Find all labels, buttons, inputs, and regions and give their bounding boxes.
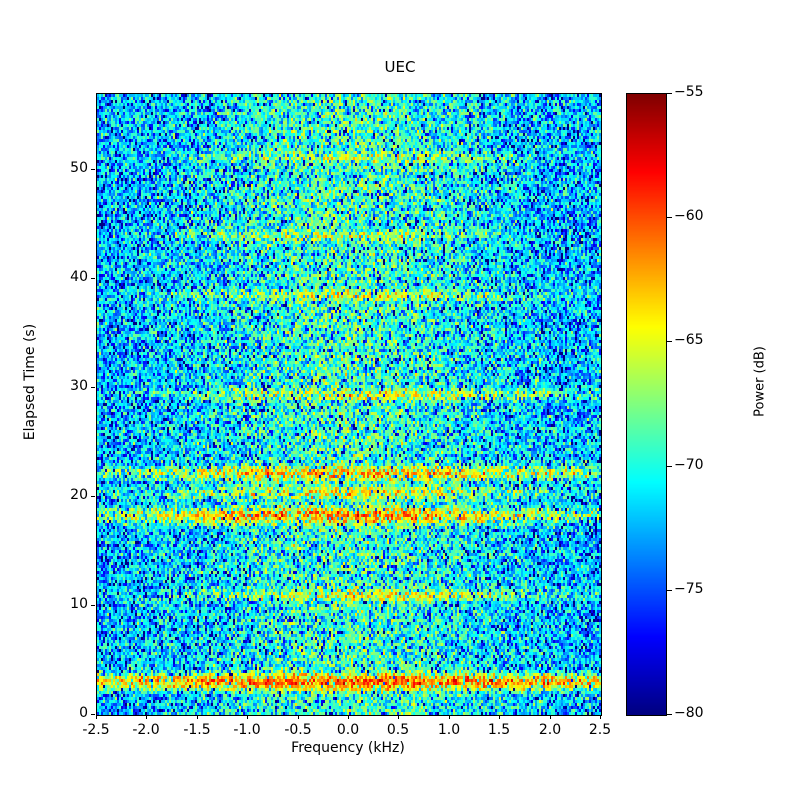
y-axis-label: Elapsed Time (s) <box>22 323 38 441</box>
y-tick-mark <box>91 387 95 388</box>
colorbar-tick-label: −55 <box>674 84 704 100</box>
x-tick-mark <box>398 715 399 719</box>
x-tick-label: -1.0 <box>233 722 261 738</box>
x-tick-label: -2.5 <box>82 722 110 738</box>
x-tick-mark <box>348 715 349 719</box>
colorbar-tick-mark <box>667 341 672 342</box>
colorbar-tick-label: −70 <box>674 457 704 473</box>
y-tick-mark <box>91 278 95 279</box>
y-tick-mark <box>91 605 95 606</box>
colorbar <box>626 93 667 716</box>
x-tick-mark <box>550 715 551 719</box>
x-tick-label: 0.5 <box>386 722 410 738</box>
x-tick-mark <box>449 715 450 719</box>
x-tick-label: 2.5 <box>588 722 612 738</box>
x-tick-label: 2.0 <box>538 722 562 738</box>
x-tick-mark <box>600 715 601 719</box>
colorbar-tick-mark <box>667 466 672 467</box>
x-tick-mark <box>499 715 500 719</box>
y-tick-mark <box>91 496 95 497</box>
colorbar-tick-label: −80 <box>674 705 704 721</box>
spectrogram-axes <box>96 93 602 716</box>
y-tick-label: 40 <box>70 269 88 285</box>
colorbar-tick-mark <box>667 714 672 715</box>
colorbar-tick-mark <box>667 93 672 94</box>
x-tick-label: -2.0 <box>132 722 160 738</box>
y-tick-mark <box>91 714 95 715</box>
y-tick-label: 0 <box>79 705 88 721</box>
colorbar-label: Power (dB) <box>752 346 768 417</box>
colorbar-tick-mark <box>667 590 672 591</box>
y-tick-label: 10 <box>70 596 88 612</box>
x-tick-label: 1.5 <box>487 722 511 738</box>
x-tick-mark <box>146 715 147 719</box>
x-tick-label: -1.5 <box>183 722 211 738</box>
y-tick-mark <box>91 169 95 170</box>
x-tick-label: 1.0 <box>437 722 461 738</box>
x-tick-label: -0.5 <box>284 722 312 738</box>
colorbar-tick-mark <box>667 217 672 218</box>
title-station-name: UEC <box>384 58 416 76</box>
x-axis-label: Frequency (kHz) <box>291 740 405 756</box>
colorbar-tick-label: −65 <box>674 332 704 348</box>
y-tick-label: 50 <box>70 160 88 176</box>
x-tick-mark <box>247 715 248 719</box>
x-tick-mark <box>298 715 299 719</box>
colorbar-tick-label: −60 <box>674 208 704 224</box>
x-tick-label: 0.0 <box>336 722 360 738</box>
colorbar-gradient <box>627 94 666 715</box>
colorbar-tick-label: −75 <box>674 581 704 597</box>
spectrogram-image <box>97 94 601 715</box>
x-tick-mark <box>96 715 97 719</box>
y-tick-label: 20 <box>70 487 88 503</box>
x-tick-mark <box>197 715 198 719</box>
y-tick-label: 30 <box>70 378 88 394</box>
